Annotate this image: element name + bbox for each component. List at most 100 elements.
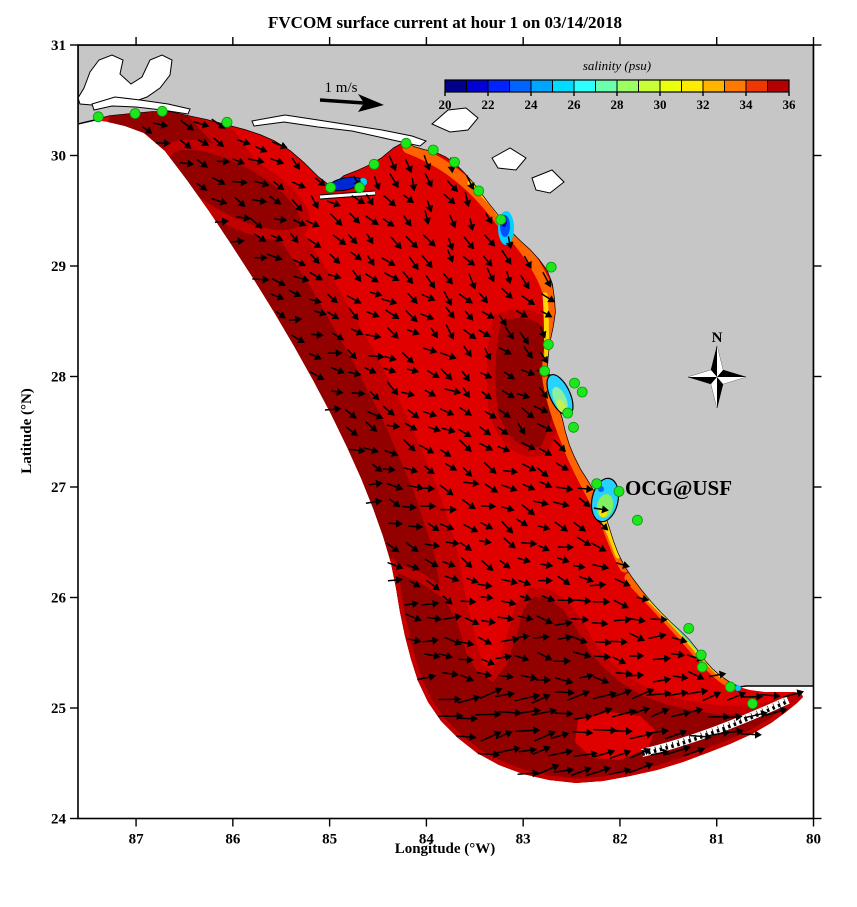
current-vector <box>533 633 550 642</box>
current-vector <box>542 271 552 288</box>
current-vector <box>252 275 270 284</box>
current-vector <box>387 576 404 584</box>
current-vector <box>291 157 301 170</box>
current-vector <box>420 502 437 511</box>
current-vector <box>520 274 530 290</box>
colorbar-tick-label: 30 <box>654 97 667 112</box>
current-vector <box>274 215 288 224</box>
current-vector <box>540 561 554 569</box>
current-vector <box>179 159 195 168</box>
current-vector <box>541 594 556 603</box>
current-vector <box>505 236 514 250</box>
current-vector <box>309 296 322 305</box>
current-vector <box>504 270 513 285</box>
station-marker <box>368 158 380 170</box>
current-vector <box>537 523 551 532</box>
current-vector <box>463 345 472 358</box>
current-vector <box>313 308 327 317</box>
current-vector <box>211 197 228 206</box>
current-vector <box>486 267 495 283</box>
y-tick-label: 25 <box>51 701 66 717</box>
current-vector <box>272 180 285 191</box>
current-vector <box>628 762 654 774</box>
current-vector <box>291 181 306 189</box>
current-vector <box>254 145 268 153</box>
current-vector <box>212 136 225 148</box>
current-vector <box>523 255 532 269</box>
current-vector <box>314 177 326 187</box>
current-vector <box>628 671 645 680</box>
current-vector <box>570 615 590 624</box>
current-vector <box>405 309 418 323</box>
current-vector <box>463 191 472 208</box>
current-vector <box>308 352 322 361</box>
current-vector <box>272 141 288 150</box>
current-vector <box>723 712 743 721</box>
current-vector <box>211 176 226 185</box>
current-vector <box>420 313 435 321</box>
current-vector <box>500 577 519 586</box>
current-vector <box>594 652 612 661</box>
current-vector <box>442 272 454 285</box>
current-vector <box>363 446 379 455</box>
colorbar-label: salinity (psu) <box>583 58 651 73</box>
current-vector <box>557 575 571 586</box>
current-vector <box>517 422 526 435</box>
current-vector <box>423 346 438 355</box>
current-vector <box>726 691 747 702</box>
colorbar-segment <box>573 79 596 93</box>
current-vector <box>742 692 764 701</box>
current-vector <box>458 439 472 453</box>
colorbar-segment <box>595 79 618 93</box>
current-vector <box>479 426 492 436</box>
current-vector <box>365 497 383 506</box>
current-vector <box>309 271 324 281</box>
current-vector <box>550 731 570 740</box>
current-vector <box>520 406 535 419</box>
current-vector <box>536 422 553 432</box>
current-vector <box>387 561 404 570</box>
current-vector <box>421 293 436 302</box>
current-vector <box>439 408 455 417</box>
current-vector <box>591 619 609 628</box>
station-markers <box>92 105 758 709</box>
current-vector <box>403 466 419 474</box>
current-vector <box>288 289 302 298</box>
current-vector <box>386 542 400 553</box>
colorbar-segment <box>444 79 467 93</box>
current-vector <box>554 521 569 532</box>
current-vector <box>592 597 611 606</box>
current-vector <box>424 651 441 660</box>
colorbar-segment <box>616 79 639 93</box>
current-vector <box>405 235 419 249</box>
current-vector <box>425 200 434 213</box>
current-vector <box>593 505 609 514</box>
current-vector <box>576 536 592 546</box>
current-vector <box>368 479 383 488</box>
current-vector <box>665 729 688 740</box>
current-vector <box>443 613 463 622</box>
current-vector <box>534 730 556 742</box>
current-vector <box>365 193 374 206</box>
current-vector <box>518 331 529 345</box>
current-vector <box>612 727 633 736</box>
current-vector <box>424 558 439 568</box>
x-tick-label: 82 <box>612 832 627 848</box>
bright-patch-keys <box>575 712 655 760</box>
current-vector <box>444 387 462 396</box>
current-vector <box>764 706 788 717</box>
current-vector <box>310 194 319 209</box>
current-vector <box>521 504 535 516</box>
current-vector <box>427 522 440 532</box>
current-vector <box>305 219 320 228</box>
current-vector <box>380 297 398 306</box>
current-vector <box>539 480 553 489</box>
current-vector <box>346 294 362 304</box>
current-vector <box>230 237 245 246</box>
current-vector <box>540 310 553 318</box>
current-vector <box>350 327 364 336</box>
current-vector <box>516 391 531 400</box>
current-vector <box>501 484 518 493</box>
current-vector <box>424 172 433 188</box>
current-vector <box>554 709 574 718</box>
